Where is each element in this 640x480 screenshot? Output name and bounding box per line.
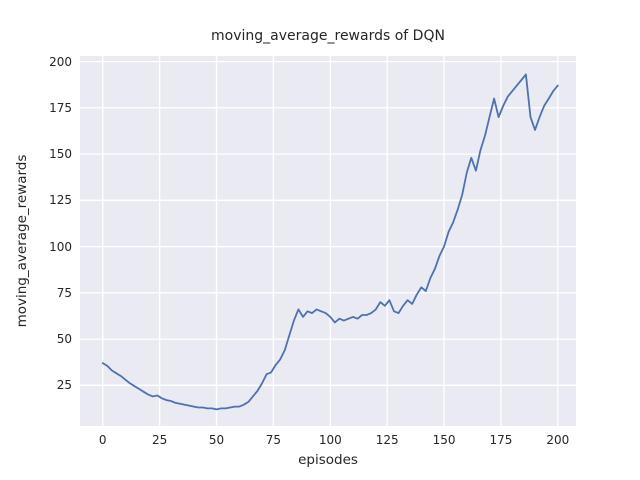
x-tick-label: 150 <box>432 433 456 447</box>
x-tick-label: 50 <box>208 433 225 447</box>
y-tick-label: 100 <box>49 239 72 254</box>
y-tick-label: 75 <box>56 285 72 300</box>
x-tick-label: 25 <box>151 433 168 447</box>
y-axis-label: moving_average_rewards <box>14 154 30 328</box>
plot-area <box>80 56 576 426</box>
x-tick-label: 75 <box>265 433 282 447</box>
y-tick-label: 150 <box>49 147 72 162</box>
y-tick-label: 175 <box>49 100 72 115</box>
x-tick-label: 0 <box>98 433 107 447</box>
y-tick-label: 50 <box>56 332 72 347</box>
chart-title: moving_average_rewards of DQN <box>211 28 445 44</box>
x-tick-label: 200 <box>546 433 570 447</box>
y-tick-label: 125 <box>49 193 72 208</box>
x-tick-label: 175 <box>489 433 513 447</box>
y-tick-label: 200 <box>49 54 72 69</box>
plot-canvas <box>80 56 576 426</box>
x-tick-label: 125 <box>375 433 399 447</box>
y-tick-label: 25 <box>56 378 72 393</box>
data-line <box>101 73 559 411</box>
x-axis-label: episodes <box>298 452 358 468</box>
x-tick-label: 100 <box>318 433 342 447</box>
